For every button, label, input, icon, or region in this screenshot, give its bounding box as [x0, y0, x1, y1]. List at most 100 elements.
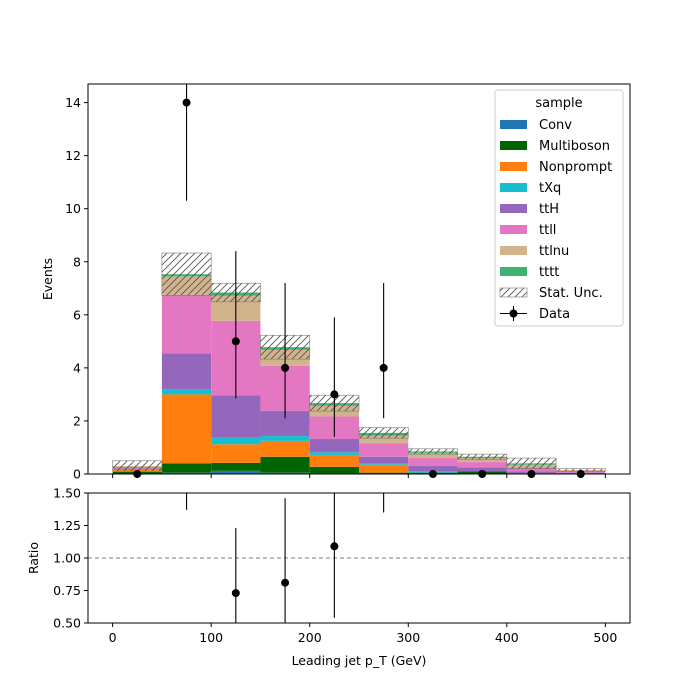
ratio-x-tick-label-500: 500: [593, 630, 617, 645]
ratio-panel: 0.50 0.75 1.00 1.25 1.50 0 100 200 300 400 500 Ra…: [26, 486, 631, 668]
legend-label-data: Data: [539, 307, 570, 322]
legend-title: sample: [535, 96, 582, 111]
data-point-2: [231, 337, 240, 346]
stat-unc-band-6: [407, 448, 458, 455]
bar-ttlnu-6: [408, 452, 458, 459]
ratio-x-tick-label-200: 200: [298, 630, 322, 645]
ratio-x-tick-label-400: 400: [495, 630, 519, 645]
bar-txq-4: [309, 452, 359, 455]
main-y-tick-label-10: 10: [65, 201, 81, 216]
stat-unc-band-0: [112, 460, 163, 472]
main-y-tick-label-4: 4: [73, 360, 81, 375]
bar-ttlnu-5: [359, 435, 409, 444]
ratio-plot-frame: [87, 492, 631, 624]
legend-swatch-ttlnu: [500, 246, 527, 255]
ratio-y-tick-label-1: 0.75: [53, 583, 81, 598]
legend-swatch-conv: [500, 120, 527, 129]
bar-conv-1: [161, 472, 212, 474]
ratio-y-tick-label-3: 1.25: [53, 518, 81, 533]
legend-swatch-nonprompt: [500, 162, 527, 171]
bar-multiboson-4: [309, 466, 359, 474]
bar-conv-3: [260, 472, 310, 474]
ratio-points: [185, 493, 385, 623]
data-point-1: [182, 98, 191, 107]
bar-txq-2: [211, 437, 261, 445]
legend-label-tth: ttH: [539, 202, 559, 217]
data-point-3: [281, 363, 290, 372]
ratio-point-0: [231, 589, 240, 598]
main-y-tick-label-12: 12: [65, 148, 81, 163]
ratio-y-tick-label-0: 0.50: [53, 616, 81, 631]
main-y-tick-label-0: 0: [73, 467, 81, 482]
main-y-tick-label-8: 8: [73, 254, 81, 269]
main-y-tick-label-6: 6: [73, 307, 81, 322]
bar-txq-3: [260, 436, 310, 441]
main-y-axis: 0 2 4 6 8 10 12 14: [65, 95, 88, 482]
main-y-tick-label-14: 14: [65, 95, 81, 110]
bar-tth-1: [161, 353, 212, 390]
bar-txq-1: [161, 389, 212, 395]
legend-label-ttll: ttll: [539, 223, 556, 238]
main-y-axis-label: Events: [40, 258, 55, 300]
ratio-y-tick-label-4: 1.50: [53, 486, 81, 501]
legend-data-marker: [509, 309, 518, 318]
bar-ttll-8: [506, 467, 557, 472]
bar-nonprompt-1: [161, 394, 212, 464]
legend-swatch-txq: [500, 183, 527, 192]
legend-entries: Conv Multiboson Nonprompt tXq ttH ttll ttlnu tt…: [499, 118, 612, 322]
legend-swatch-ttll: [500, 225, 527, 234]
ratio-y-axis-label: Ratio: [26, 542, 41, 574]
bar-ttll-1: [161, 294, 212, 354]
data-points: [133, 84, 585, 478]
x-axis-label: Leading jet p_T (GeV): [292, 653, 427, 668]
stat-unc-band-8: [506, 457, 557, 469]
ratio-x-tick-label-300: 300: [396, 630, 420, 645]
bar-conv-2: [211, 470, 261, 474]
bar-multiboson-2: [211, 462, 261, 471]
bar-ttll-7: [457, 462, 507, 468]
data-point-5: [379, 363, 388, 372]
bar-multiboson-5: [359, 472, 409, 474]
legend-label-conv: Conv: [539, 118, 572, 133]
ratio-y-axis: 0.50 0.75 1.00 1.25 1.50: [53, 486, 88, 631]
main-plot-frame: [87, 83, 631, 475]
stat-unc-bands: [112, 252, 606, 472]
bar-tth-5: [359, 456, 409, 464]
bar-tth-7: [457, 467, 507, 472]
ratio-point-2: [330, 542, 339, 551]
ratio-point-1: [281, 578, 290, 587]
ratio-x-axis: 0 100 200 300 400 500: [109, 623, 617, 645]
data-point-4: [330, 390, 339, 399]
legend-label-multiboson: Multiboson: [539, 139, 610, 154]
bar-nonprompt-5: [359, 464, 409, 473]
legend-label-txq: tXq: [539, 181, 561, 196]
stat-unc-band-7: [457, 453, 508, 460]
stat-unc-band-5: [358, 427, 409, 439]
bar-txq-5: [359, 463, 409, 465]
ratio-x-tick-label-100: 100: [199, 630, 223, 645]
legend-swatch-tttt: [500, 267, 527, 276]
bar-multiboson-1: [161, 463, 212, 473]
bar-multiboson-3: [260, 456, 310, 473]
bar-tth-2: [211, 395, 261, 438]
bar-nonprompt-3: [260, 440, 310, 457]
bar-ttlnu-7: [457, 458, 507, 463]
bar-nonprompt-2: [211, 444, 261, 463]
legend-label-nonprompt: Nonprompt: [539, 160, 612, 175]
stat-unc-band-1: [161, 252, 212, 296]
bar-ttll-6: [408, 458, 458, 467]
bar-tth-4: [309, 438, 359, 453]
ratio-y-tick-label-2: 1.00: [53, 551, 81, 566]
legend-label-ttlnu: ttlnu: [539, 244, 569, 259]
legend-swatch-tth: [500, 204, 527, 213]
ratio-x-tick-label-0: 0: [109, 630, 117, 645]
legend-swatch-multiboson: [500, 141, 527, 150]
main-y-tick-label-2: 2: [73, 413, 81, 428]
legend-swatch-stat-unc-: [499, 287, 528, 298]
bar-ttll-5: [359, 443, 409, 457]
main-x-axis: [112, 474, 606, 478]
legend: sample Conv Multiboson Nonprompt tXq ttH ttll…: [494, 89, 624, 327]
legend-label-stat-unc-: Stat. Unc.: [539, 286, 603, 301]
bar-nonprompt-4: [309, 454, 359, 467]
